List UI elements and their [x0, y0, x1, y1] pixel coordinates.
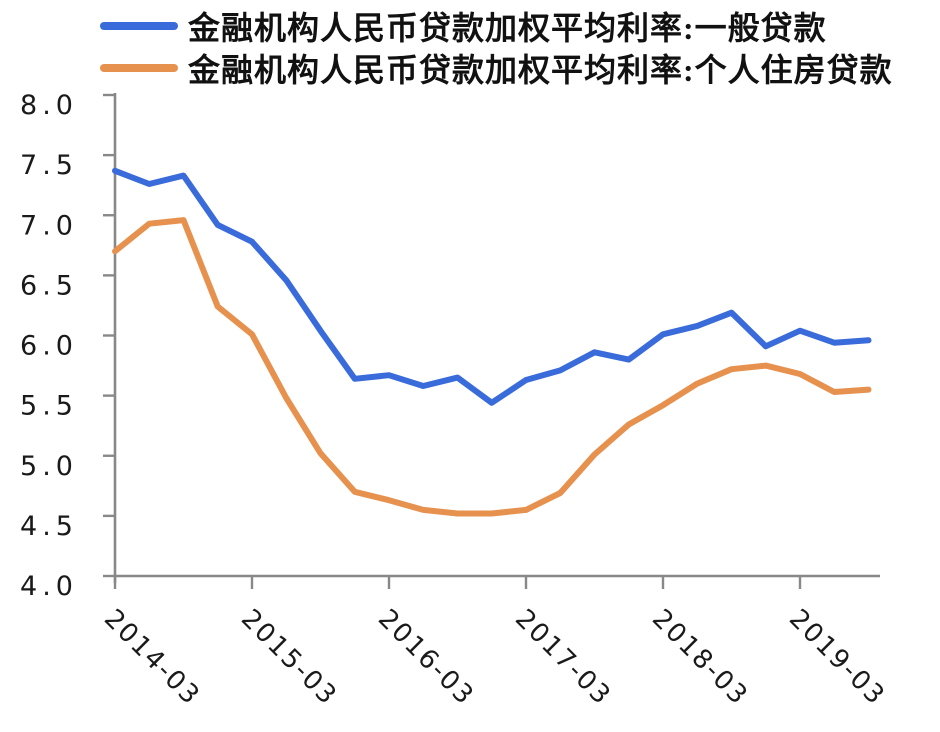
y-tick-label: 5.5: [20, 391, 78, 422]
axes: [113, 93, 880, 583]
y-tick-label: 7.5: [20, 150, 78, 181]
legend-label-general-loans: 金融机构人民币贷款加权平均利率:一般贷款: [188, 10, 827, 46]
y-tick-label: 6.0: [20, 331, 78, 362]
series-line-general-loans: [112, 167, 872, 406]
series-lines: [112, 167, 872, 517]
legend-line-swatch-housing-loans-icon: [100, 64, 178, 72]
x-tick-label: 2017-03: [509, 604, 617, 712]
x-tick-label: 2015-03: [235, 604, 343, 712]
y-tick-label: 7.0: [20, 210, 78, 241]
y-tick-label: 4.0: [20, 571, 78, 602]
x-axis-ticks: 2014-03 2015-03 2016-03 2017-03 2018-03 2019-…: [98, 576, 891, 712]
legend-item-general-loans: 金融机构人民币贷款加权平均利率:一般贷款: [100, 5, 893, 47]
x-tick-label: 2018-03: [646, 604, 754, 712]
series-line-housing-loans: [112, 217, 872, 517]
x-tick-label: 2019-03: [783, 604, 891, 712]
legend-item-housing-loans: 金融机构人民币贷款加权平均利率:个人住房贷款: [100, 47, 893, 89]
y-tick-label: 8.0: [20, 90, 78, 121]
legend-label-housing-loans: 金融机构人民币贷款加权平均利率:个人住房贷款: [188, 52, 893, 88]
y-tick-label: 5.0: [20, 451, 78, 482]
y-tick-label: 4.5: [20, 511, 78, 542]
y-axis-ticks: 8.0 7.5 7.0 6.5 6.0 5.5 5.0 4.5 4.0: [20, 90, 115, 602]
legend: 金融机构人民币贷款加权平均利率:一般贷款 金融机构人民币贷款加权平均利率:个人住…: [100, 5, 893, 89]
legend-line-swatch-general-loans-icon: [100, 22, 178, 30]
x-tick-label: 2014-03: [98, 604, 206, 712]
x-tick-label: 2016-03: [372, 604, 480, 712]
y-tick-label: 6.5: [20, 270, 78, 301]
